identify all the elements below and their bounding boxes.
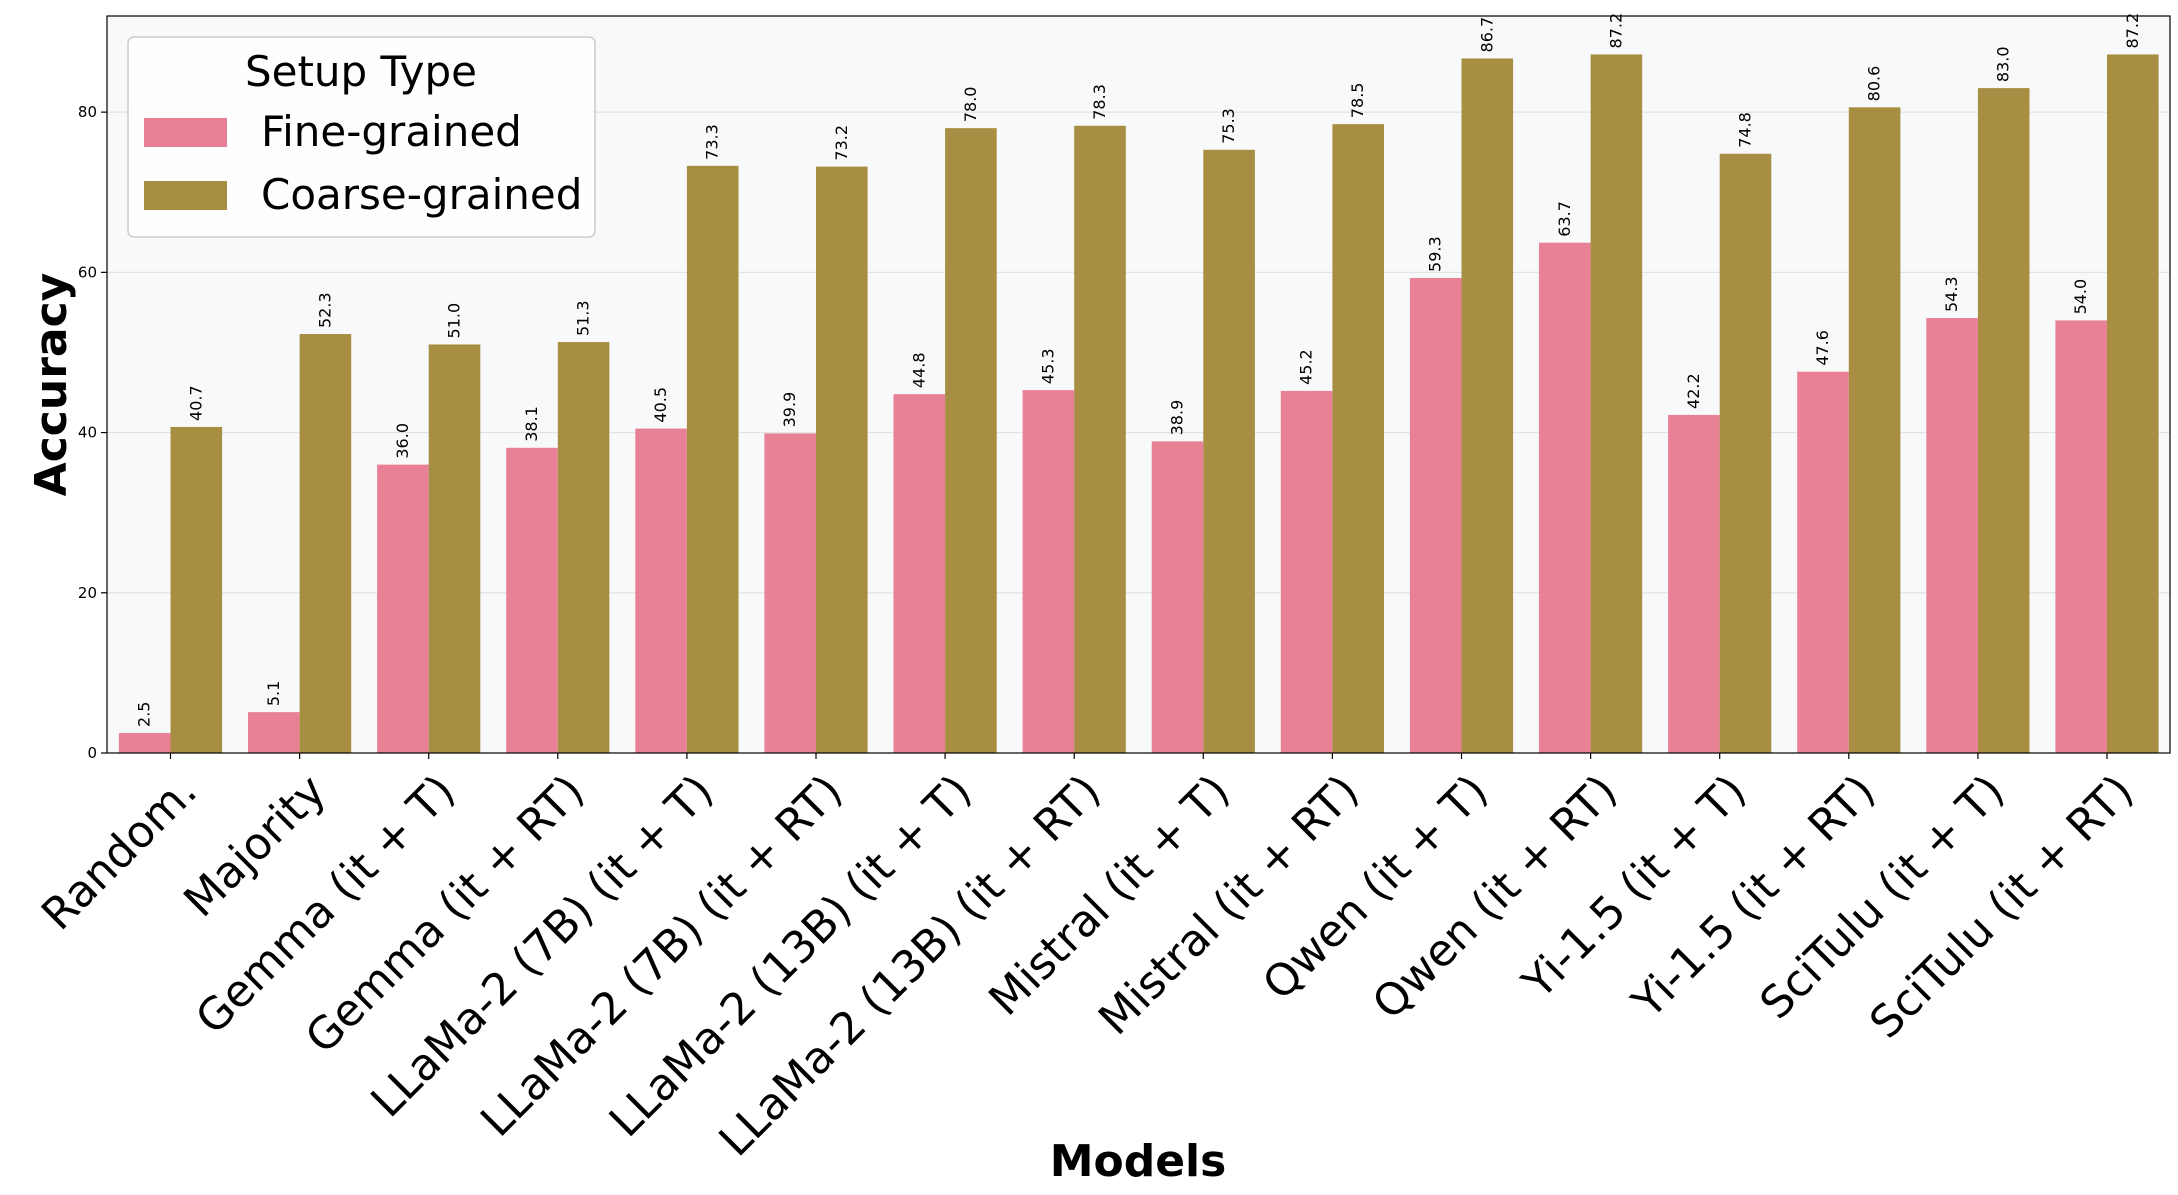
bar-value-label: 47.6 xyxy=(1813,330,1832,366)
bar-value-label: 51.0 xyxy=(445,303,464,339)
bar-coarse-grained-qwen-it-rt xyxy=(1590,54,1643,754)
bar-value-label: 38.1 xyxy=(522,406,541,442)
bar-fine-grained-majority xyxy=(248,712,300,753)
bar-coarse-grained-yi-1-5-it-t xyxy=(1719,153,1772,753)
x-tick-label: Yi-1.5 (it + T) xyxy=(1512,765,1756,1009)
bar-value-label: 38.9 xyxy=(1168,400,1187,436)
bar-value-label: 78.5 xyxy=(1348,83,1367,119)
bar-value-label: 73.3 xyxy=(703,124,722,160)
bar-fine-grained-llama-2-13b-it-rt xyxy=(1022,390,1075,753)
bar-value-label: 78.0 xyxy=(961,87,980,123)
legend-title: Setup Type xyxy=(245,47,477,96)
x-axis-title: Models xyxy=(1050,1136,1227,1187)
bar-value-label: 52.3 xyxy=(315,292,334,328)
bar-fine-grained-scitulu-it-t xyxy=(1926,318,1978,753)
bar-value-label: 78.3 xyxy=(1090,84,1109,120)
bar-coarse-grained-majority xyxy=(299,334,352,753)
y-tick-label: 20 xyxy=(78,584,97,602)
bar-fine-grained-random xyxy=(118,732,171,753)
bar-coarse-grained-mistral-it-rt xyxy=(1332,124,1384,754)
bar-value-label: 40.7 xyxy=(186,385,205,421)
y-axis-title: Accuracy xyxy=(26,273,77,497)
bar-fine-grained-mistral-it-rt xyxy=(1280,390,1333,753)
x-tick-label: Mistral (it + T) xyxy=(979,765,1239,1025)
bar-value-label: 40.5 xyxy=(651,387,670,423)
bar-coarse-grained-mistral-it-t xyxy=(1203,149,1255,754)
bar-coarse-grained-random xyxy=(170,426,223,753)
bar-coarse-grained-scitulu-it-t xyxy=(1977,88,2030,753)
x-tick-label: Qwen (it + T) xyxy=(1253,765,1498,1010)
bar-coarse-grained-scitulu-it-rt xyxy=(2107,54,2159,754)
bar-value-label: 73.2 xyxy=(832,125,851,161)
bar-value-label: 5.1 xyxy=(264,681,283,706)
bar-fine-grained-gemma-it-t xyxy=(377,464,429,753)
bar-fine-grained-qwen-it-rt xyxy=(1539,242,1591,753)
legend-box xyxy=(127,36,596,238)
bar-value-label: 54.0 xyxy=(2071,279,2090,315)
bar-coarse-grained-qwen-it-t xyxy=(1461,58,1514,754)
bar-value-label: 87.2 xyxy=(2123,13,2142,49)
bar-value-label: 87.2 xyxy=(1606,13,1625,49)
bar-coarse-grained-llama-2-13b-it-rt xyxy=(1074,125,1126,754)
plot-frame xyxy=(106,15,2171,754)
legend-label-fine-grained: Fine-grained xyxy=(261,107,522,156)
bar-value-label: 54.3 xyxy=(1942,276,1961,312)
bar-fine-grained-yi-1-5-it-rt xyxy=(1797,371,1849,753)
bar-coarse-grained-yi-1-5-it-rt xyxy=(1848,107,1901,753)
bar-fine-grained-gemma-it-rt xyxy=(506,447,558,753)
bar-value-label: 75.3 xyxy=(1219,108,1238,144)
legend-swatch-coarse-grained xyxy=(144,181,227,210)
bar-value-label: 42.2 xyxy=(1684,373,1703,409)
legend-label-coarse-grained: Coarse-grained xyxy=(261,170,582,219)
bars xyxy=(118,54,2159,754)
bar-value-label: 80.6 xyxy=(1865,66,1884,102)
y-tick-label: 80 xyxy=(78,103,97,121)
bar-value-label: 51.3 xyxy=(574,300,593,336)
bar-coarse-grained-gemma-it-t xyxy=(428,344,481,753)
y-axis-ticks: 0 20 40 60 80 xyxy=(78,103,107,762)
bar-fine-grained-qwen-it-t xyxy=(1409,277,1462,753)
bar-value-label: 74.8 xyxy=(1736,112,1755,148)
bar-value-label: 44.8 xyxy=(909,352,928,388)
bar-fine-grained-llama-2-7b-it-t xyxy=(635,428,687,753)
legend: Setup Type Fine-grained Coarse-grained xyxy=(127,36,596,238)
bar-value-label: 86.7 xyxy=(1477,17,1496,53)
bar-value-label: 36.0 xyxy=(393,423,412,459)
bar-fine-grained-scitulu-it-rt xyxy=(2055,320,2107,753)
bar-fine-grained-llama-2-13b-it-t xyxy=(893,394,946,753)
bar-coarse-grained-gemma-it-rt xyxy=(557,342,610,753)
bar-value-label: 63.7 xyxy=(1555,201,1574,237)
bar-value-label: 83.0 xyxy=(1994,46,2013,82)
bar-value-label: 2.5 xyxy=(135,702,154,727)
y-tick-label: 60 xyxy=(78,263,97,281)
bar-value-label: 45.3 xyxy=(1038,348,1057,384)
bar-coarse-grained-llama-2-7b-it-t xyxy=(686,165,739,754)
bar-fine-grained-llama-2-7b-it-rt xyxy=(764,433,816,753)
bar-fine-grained-yi-1-5-it-t xyxy=(1668,414,1720,753)
bar-value-label: 45.2 xyxy=(1297,349,1316,385)
y-tick-label: 40 xyxy=(78,424,97,442)
bar-coarse-grained-llama-2-13b-it-t xyxy=(945,128,997,754)
bar-labels: 2.5 5.1 36.0 38.1 40.5 39.9 44.8 45.3 38.9 45.2 59… xyxy=(135,13,2142,727)
x-tick-label: Random. xyxy=(32,765,207,940)
bar-coarse-grained-llama-2-7b-it-rt xyxy=(816,166,868,753)
legend-swatch-fine-grained xyxy=(144,118,227,147)
bar-fine-grained-mistral-it-t xyxy=(1151,441,1204,753)
bar-value-label: 39.9 xyxy=(780,392,799,428)
bar-value-label: 59.3 xyxy=(1426,236,1445,272)
y-tick-label: 0 xyxy=(87,744,97,762)
